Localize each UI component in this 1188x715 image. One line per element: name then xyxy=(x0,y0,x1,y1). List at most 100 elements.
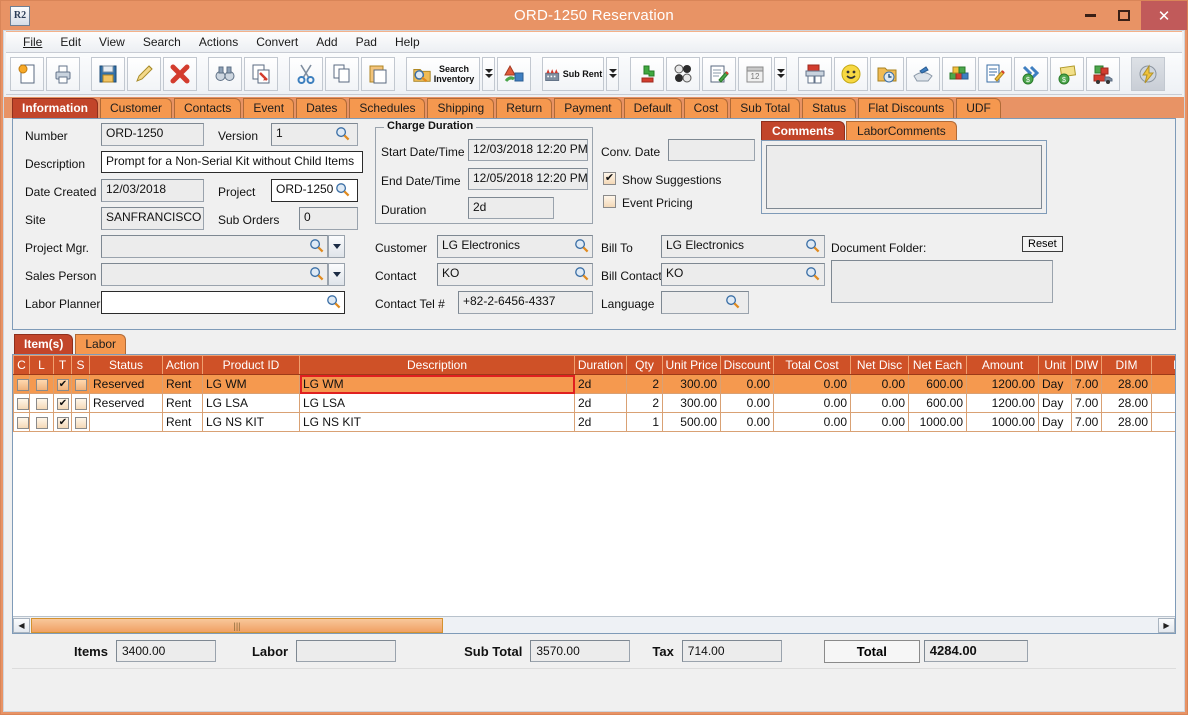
tab-schedules[interactable]: Schedules xyxy=(349,98,426,118)
row-l-checkbox-cell[interactable] xyxy=(29,412,54,432)
col-description[interactable]: Description xyxy=(299,355,575,375)
truck-delivery-icon[interactable] xyxy=(1086,56,1120,91)
contact-field[interactable]: KO xyxy=(437,263,593,286)
tab-customer[interactable]: Customer xyxy=(100,98,173,118)
col-discount[interactable]: Discount xyxy=(720,355,774,375)
row-t-checkbox[interactable]: ✔ xyxy=(57,397,69,410)
document-folder-field[interactable] xyxy=(831,260,1053,303)
total-button[interactable]: Total xyxy=(823,639,920,663)
show-suggestions-checkbox[interactable]: ✔ xyxy=(603,172,616,185)
maximize-button[interactable] xyxy=(1107,1,1141,30)
row-pro[interactable]: 1 xyxy=(1151,412,1175,432)
scanner-icon[interactable] xyxy=(906,56,940,91)
tab-dates[interactable]: Dates xyxy=(296,98,348,118)
print-icon[interactable] xyxy=(46,56,80,91)
menu-item-edit[interactable]: Edit xyxy=(60,35,82,49)
customer-field[interactable]: LG Electronics xyxy=(437,235,593,258)
tab-shipping[interactable]: Shipping xyxy=(427,98,495,118)
scroll-left-icon[interactable]: ◀ xyxy=(13,617,30,633)
delete-icon[interactable] xyxy=(163,56,197,91)
row-net-disc[interactable]: 0.00 xyxy=(850,412,909,432)
row-description[interactable]: LG NS KIT xyxy=(299,412,575,432)
tab-contacts[interactable]: Contacts xyxy=(174,98,242,118)
col-qty[interactable]: Qty xyxy=(626,355,663,375)
row-duration[interactable]: 2d xyxy=(574,374,627,394)
row-s-checkbox[interactable] xyxy=(75,397,87,410)
minimize-button[interactable] xyxy=(1073,1,1107,30)
sales-person-field[interactable] xyxy=(101,263,328,286)
save-icon[interactable] xyxy=(91,56,125,91)
row-discount[interactable]: 0.00 xyxy=(720,412,774,432)
sub-orders-field[interactable]: 0 xyxy=(299,207,358,230)
bill-contact-field[interactable]: KO xyxy=(661,263,825,286)
menu-item-add[interactable]: Add xyxy=(316,35,338,49)
col-unit-price[interactable]: Unit Price xyxy=(662,355,721,375)
row-c-checkbox-cell[interactable] xyxy=(13,374,30,394)
row-unit-price[interactable]: 300.00 xyxy=(662,374,721,394)
project-mgr-dropdown-button[interactable] xyxy=(328,235,345,258)
row-pro[interactable]: 1 xyxy=(1151,393,1175,413)
conv-date-field[interactable] xyxy=(668,139,755,161)
col-status[interactable]: Status xyxy=(89,355,163,375)
row-duration[interactable]: 2d xyxy=(574,393,627,413)
menu-item-search[interactable]: Search xyxy=(142,35,181,49)
tab-information[interactable]: Information xyxy=(12,98,98,118)
contact-tel-field[interactable]: +82-2-6456-4337 xyxy=(458,291,593,314)
row-c-checkbox[interactable] xyxy=(17,397,29,410)
comments-box[interactable] xyxy=(761,140,1047,214)
row-unit[interactable]: Day xyxy=(1038,374,1072,394)
sub-rent-dropdown-icon[interactable] xyxy=(606,56,619,91)
tab-udf[interactable]: UDF xyxy=(956,98,1001,118)
history-folder-icon[interactable] xyxy=(870,56,904,91)
row-t-checkbox-cell[interactable]: ✔ xyxy=(53,374,72,394)
bill-to-field[interactable]: LG Electronics xyxy=(661,235,825,258)
row-s-checkbox[interactable] xyxy=(75,416,87,429)
row-net-each[interactable]: 600.00 xyxy=(908,393,967,413)
comments-textarea[interactable] xyxy=(766,145,1042,209)
sub-rent-button[interactable]: Sub Rent xyxy=(542,56,604,91)
menu-item-view[interactable]: View xyxy=(99,35,125,49)
language-search-icon[interactable] xyxy=(725,294,740,309)
tab-return[interactable]: Return xyxy=(496,98,553,118)
row-pro[interactable]: 1 xyxy=(1151,374,1175,394)
col-amount[interactable]: Amount xyxy=(966,355,1039,375)
row-description[interactable]: LG WM xyxy=(299,374,575,394)
col-diw[interactable]: DIW xyxy=(1071,355,1102,375)
row-status[interactable]: Reserved xyxy=(89,374,163,394)
row-net-each[interactable]: 1000.00 xyxy=(908,412,967,432)
row-status[interactable] xyxy=(89,412,163,432)
duration-field[interactable]: 2d xyxy=(468,197,554,219)
row-net-disc[interactable]: 0.00 xyxy=(850,393,909,413)
row-discount[interactable]: 0.00 xyxy=(720,374,774,394)
menu-item-pad[interactable]: Pad xyxy=(355,35,377,49)
availability-icon[interactable] xyxy=(497,56,531,91)
end-date-field[interactable]: 12/05/2018 12:20 PM xyxy=(468,168,588,190)
row-net-disc[interactable]: 0.00 xyxy=(850,374,909,394)
bill-to-search-icon[interactable] xyxy=(805,238,820,253)
date-created-field[interactable]: 12/03/2018 xyxy=(101,179,204,202)
contact-search-icon[interactable] xyxy=(574,266,589,281)
version-field[interactable]: 1 xyxy=(271,123,358,146)
reports-icon[interactable] xyxy=(798,56,832,91)
row-discount[interactable]: 0.00 xyxy=(720,393,774,413)
apply-document-icon[interactable] xyxy=(244,56,278,91)
tab-sub-total[interactable]: Sub Total xyxy=(730,98,801,118)
row-amount[interactable]: 1000.00 xyxy=(966,412,1039,432)
row-c-checkbox-cell[interactable] xyxy=(13,412,30,432)
cut-icon[interactable] xyxy=(289,56,323,91)
sales-person-dropdown-button[interactable] xyxy=(328,263,345,286)
project-mgr-field[interactable] xyxy=(101,235,328,258)
row-action[interactable]: Rent xyxy=(162,412,203,432)
tab-comments[interactable]: Comments xyxy=(761,121,846,140)
power-flash-icon[interactable] xyxy=(1131,56,1165,91)
row-t-checkbox-cell[interactable]: ✔ xyxy=(53,393,72,413)
description-field[interactable]: Prompt for a Non-Serial Kit without Chil… xyxy=(101,151,363,173)
row-c-checkbox[interactable] xyxy=(17,378,29,391)
col-c[interactable]: C xyxy=(13,355,30,375)
row-s-checkbox[interactable] xyxy=(75,378,87,391)
version-search-icon[interactable] xyxy=(335,126,350,141)
copy-icon[interactable] xyxy=(325,56,359,91)
row-product-id[interactable]: LG WM xyxy=(202,374,300,394)
number-field[interactable]: ORD-1250 xyxy=(101,123,204,146)
row-net-each[interactable]: 600.00 xyxy=(908,374,967,394)
